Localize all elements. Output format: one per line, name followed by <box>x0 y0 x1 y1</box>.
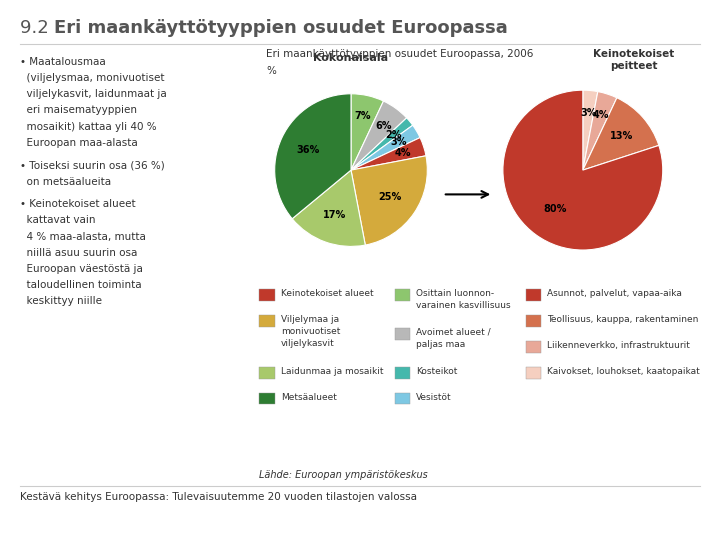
Wedge shape <box>583 92 617 170</box>
Text: taloudellinen toiminta: taloudellinen toiminta <box>20 280 142 291</box>
Text: (viljelysmaa, monivuotiset: (viljelysmaa, monivuotiset <box>20 73 165 83</box>
Text: • Toiseksi suurin osa (36 %): • Toiseksi suurin osa (36 %) <box>20 160 165 171</box>
Text: niillä asuu suurin osa: niillä asuu suurin osa <box>20 248 138 258</box>
Text: 4%: 4% <box>395 148 412 158</box>
Text: eri maisematyyppien: eri maisematyyppien <box>20 105 137 116</box>
Text: Euroopan maa-alasta: Euroopan maa-alasta <box>20 138 138 148</box>
Text: Metsäalueet: Metsäalueet <box>281 393 337 402</box>
Text: 3%: 3% <box>390 137 407 147</box>
Wedge shape <box>503 90 662 250</box>
Text: 9.2: 9.2 <box>20 19 55 37</box>
Text: varainen kasvillisuus: varainen kasvillisuus <box>416 301 510 310</box>
Text: Viljelymaa ja: Viljelymaa ja <box>281 315 339 324</box>
Text: 80%: 80% <box>543 204 567 214</box>
Text: Teollisuus, kauppa, rakentaminen: Teollisuus, kauppa, rakentaminen <box>547 315 698 324</box>
Text: Asunnot, palvelut, vapaa-aika: Asunnot, palvelut, vapaa-aika <box>547 289 682 298</box>
Text: Avoimet alueet /: Avoimet alueet / <box>416 328 491 337</box>
Wedge shape <box>351 118 413 170</box>
Text: keskittyy niille: keskittyy niille <box>20 296 102 307</box>
Wedge shape <box>351 156 427 245</box>
Text: 2%: 2% <box>385 130 402 140</box>
Text: Laidunmaa ja mosaikit: Laidunmaa ja mosaikit <box>281 367 383 376</box>
Text: 25%: 25% <box>379 192 402 202</box>
Wedge shape <box>351 101 407 170</box>
Text: viljelykasvit: viljelykasvit <box>281 339 335 348</box>
Text: 13%: 13% <box>610 131 634 141</box>
Text: 17%: 17% <box>323 210 346 220</box>
Wedge shape <box>292 170 365 246</box>
Text: 36%: 36% <box>297 145 320 155</box>
Text: Keinotekoiset alueet: Keinotekoiset alueet <box>281 289 374 298</box>
Text: mosaikit) kattaa yli 40 %: mosaikit) kattaa yli 40 % <box>20 122 157 132</box>
Text: Kokonaisala: Kokonaisala <box>313 53 389 63</box>
Wedge shape <box>351 94 384 170</box>
Text: Kaivokset, louhokset, kaatopaikat: Kaivokset, louhokset, kaatopaikat <box>547 367 700 376</box>
Text: %: % <box>266 66 276 76</box>
Wedge shape <box>351 138 426 170</box>
Text: on metsäalueita: on metsäalueita <box>20 177 112 187</box>
Text: Lähde: Euroopan ympäristökeskus: Lähde: Euroopan ympäristökeskus <box>259 470 428 480</box>
Wedge shape <box>351 125 420 170</box>
Text: 7%: 7% <box>355 111 372 122</box>
Text: viljelykasvit, laidunmaat ja: viljelykasvit, laidunmaat ja <box>20 89 167 99</box>
Text: paljas maa: paljas maa <box>416 340 465 349</box>
Text: kattavat vain: kattavat vain <box>20 215 96 226</box>
Text: Eri maankäyttötyyppien osuudet Euroopassa, 2006: Eri maankäyttötyyppien osuudet Euroopass… <box>266 49 534 59</box>
Text: 3%: 3% <box>580 108 596 118</box>
Text: Kosteikot: Kosteikot <box>416 367 457 376</box>
Text: 4 % maa-alasta, mutta: 4 % maa-alasta, mutta <box>20 232 146 242</box>
Wedge shape <box>582 90 598 170</box>
Text: Keinotekoiset
peitteet: Keinotekoiset peitteet <box>593 49 674 71</box>
Text: monivuotiset: monivuotiset <box>281 327 340 336</box>
Text: 4%: 4% <box>593 110 609 120</box>
Text: 6%: 6% <box>375 120 392 131</box>
Wedge shape <box>583 98 659 170</box>
Text: Vesistöt: Vesistöt <box>416 393 451 402</box>
Text: • Maatalousmaa: • Maatalousmaa <box>20 57 106 67</box>
Text: Kestävä kehitys Euroopassa: Tulevaisuutemme 20 vuoden tilastojen valossa: Kestävä kehitys Euroopassa: Tulevaisuute… <box>20 492 417 503</box>
Text: Euroopan väestöstä ja: Euroopan väestöstä ja <box>20 264 143 274</box>
Wedge shape <box>275 94 351 219</box>
Text: Eri maankäyttötyyppien osuudet Euroopassa: Eri maankäyttötyyppien osuudet Euroopass… <box>54 19 508 37</box>
Text: Osittain luonnon-: Osittain luonnon- <box>416 289 495 298</box>
Text: Liikenneverkko, infrastruktuurit: Liikenneverkko, infrastruktuurit <box>547 341 690 350</box>
Text: • Keinotekoiset alueet: • Keinotekoiset alueet <box>20 199 136 210</box>
